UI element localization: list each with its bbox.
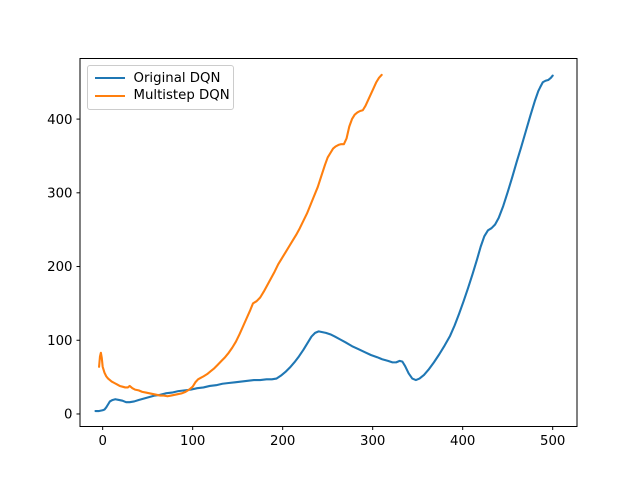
legend: Original DQN Multistep DQN xyxy=(86,64,234,110)
legend-label-original-dqn: Original DQN xyxy=(133,70,221,86)
x-tick-label: 200 xyxy=(270,434,295,449)
y-tick-label: 200 xyxy=(47,260,72,275)
axes-frame xyxy=(79,58,578,427)
legend-item-multistep-dqn: Multistep DQN xyxy=(94,87,230,105)
x-tick-label: 100 xyxy=(180,434,205,449)
x-tick-label: 0 xyxy=(98,434,106,449)
legend-line-sample-icon xyxy=(94,94,125,97)
series-line-original-dqn xyxy=(94,74,554,413)
series-line-multistep-dqn xyxy=(98,73,383,398)
x-tick-label: 300 xyxy=(360,434,385,449)
legend-line-sample-icon xyxy=(94,77,125,80)
y-tick-label: 0 xyxy=(64,408,72,423)
legend-label-multistep-dqn: Multistep DQN xyxy=(133,88,230,104)
y-tick-label: 100 xyxy=(47,334,72,349)
x-tick-label: 500 xyxy=(540,434,565,449)
y-tick-label: 300 xyxy=(47,187,72,202)
legend-item-original-dqn: Original DQN xyxy=(94,70,225,88)
x-tick-label: 400 xyxy=(450,434,475,449)
y-tick-label: 400 xyxy=(47,113,72,128)
